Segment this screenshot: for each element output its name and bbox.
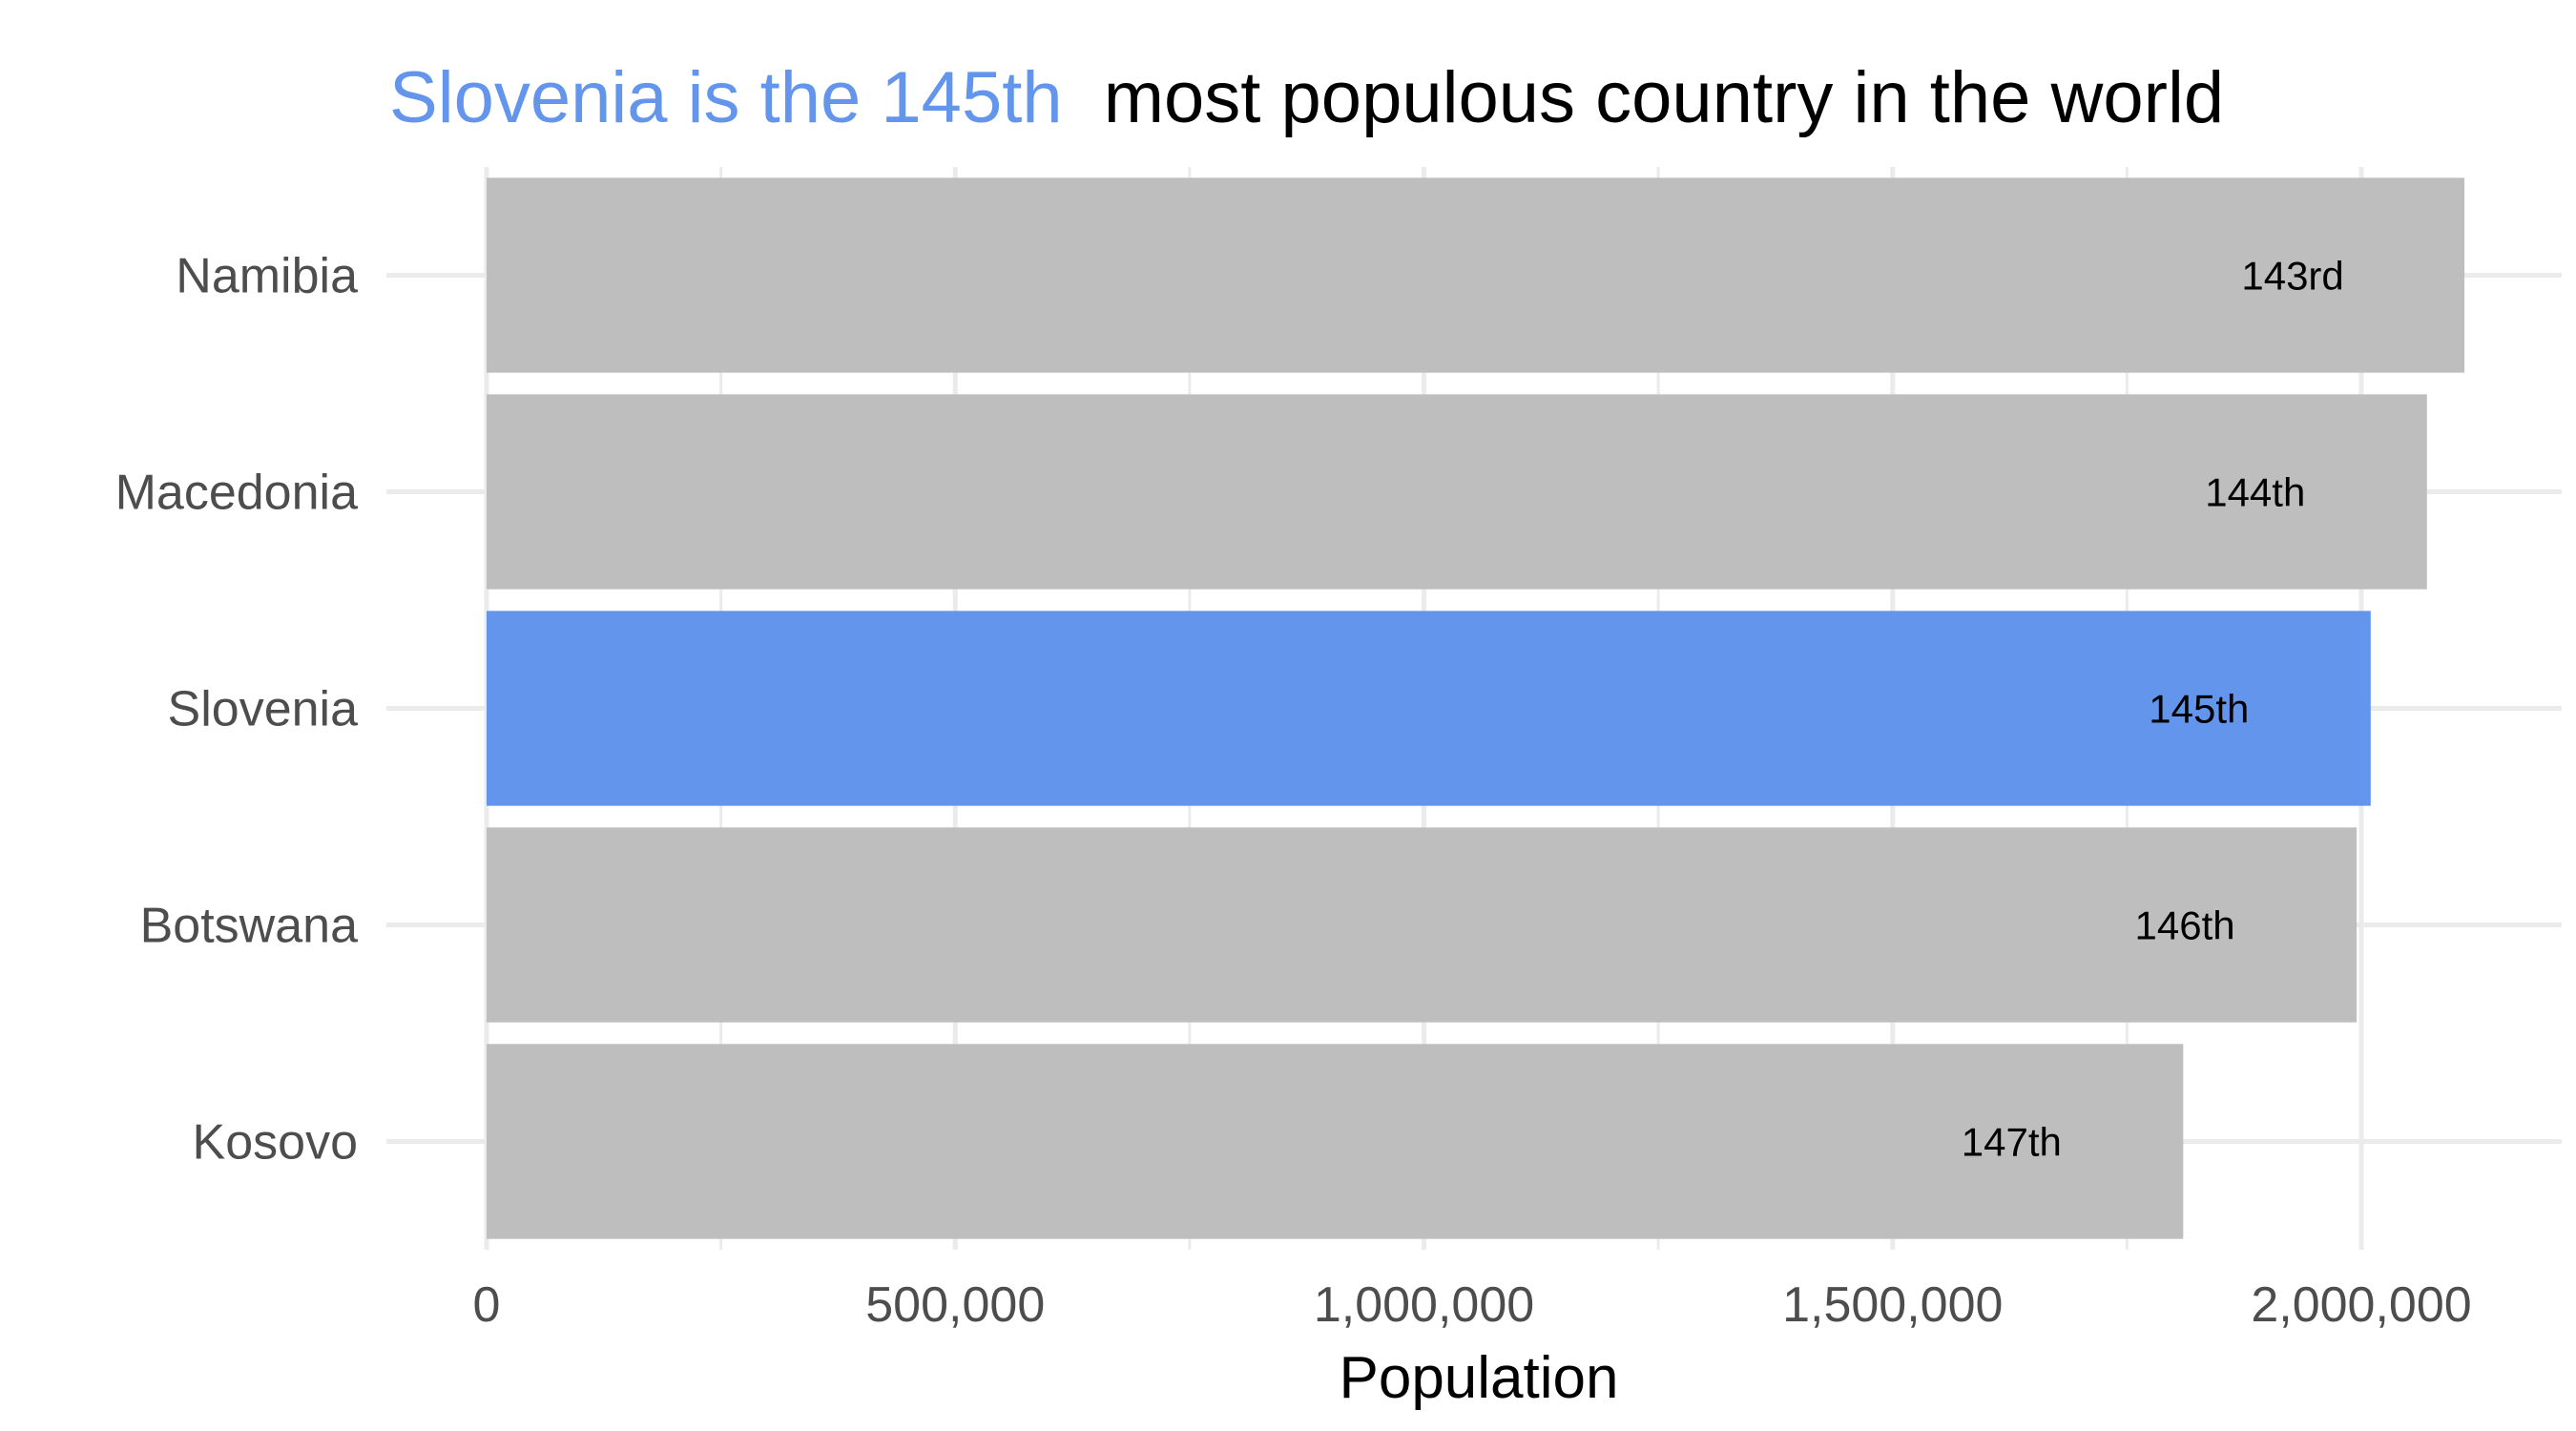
- bar-label-botswana: 146th: [2135, 903, 2235, 948]
- bar-label-slovenia: 145th: [2149, 687, 2249, 732]
- x-axis-title: Population: [1339, 1345, 1618, 1411]
- bar-slovenia: [487, 611, 2371, 806]
- x-tick-label: 2,000,000: [2251, 1277, 2471, 1333]
- chart-title-rest: most populous country in the world: [1104, 57, 2224, 138]
- axis-layer: Namibia Macedonia Slovenia Botswana Kosovo 0 5…: [115, 249, 2472, 1334]
- bar-macedonia: [487, 394, 2427, 590]
- y-tick-label-botswana: Botswana: [140, 899, 358, 954]
- bar-label-namibia: 143rd: [2241, 254, 2343, 299]
- chart-title-highlight: Slovenia is the 145th: [389, 57, 1063, 138]
- bar-label-macedonia: 144th: [2205, 470, 2305, 515]
- y-tick-label-namibia: Namibia: [176, 249, 358, 304]
- label-layer: 143rd 144th 145th 146th 147th: [1962, 254, 2344, 1165]
- x-tick-label: 0: [473, 1277, 501, 1333]
- bar-layer: [487, 177, 2465, 1239]
- bar-label-kosovo: 147th: [1962, 1120, 2062, 1165]
- y-tick-label-slovenia: Slovenia: [168, 682, 359, 737]
- bar-botswana: [487, 827, 2358, 1023]
- x-tick-label: 500,000: [865, 1277, 1045, 1333]
- y-tick-label-kosovo: Kosovo: [193, 1115, 358, 1171]
- chart-title: Slovenia is the 145th most populous coun…: [389, 57, 2224, 138]
- x-tick-label: 1,000,000: [1314, 1277, 1534, 1333]
- bar-namibia: [487, 177, 2465, 373]
- bar-kosovo: [487, 1044, 2184, 1239]
- x-tick-label: 1,500,000: [1782, 1277, 2003, 1333]
- y-tick-label-macedonia: Macedonia: [115, 466, 358, 521]
